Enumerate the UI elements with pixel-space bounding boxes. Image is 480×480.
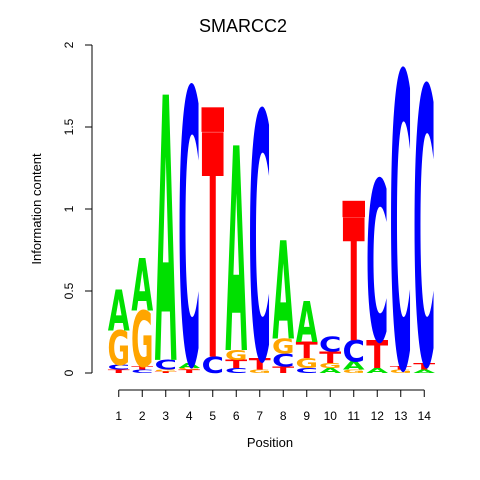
x-tick-label: 9 bbox=[303, 409, 310, 423]
letter-G: G bbox=[154, 369, 177, 372]
letter-A: A bbox=[319, 367, 341, 375]
letter-T: T bbox=[272, 365, 294, 376]
x-tick-label: 2 bbox=[139, 409, 146, 423]
letter-A: A bbox=[178, 362, 200, 370]
letter-A: A bbox=[131, 244, 153, 328]
letter-C: C bbox=[225, 367, 247, 375]
y-tick-label: 1 bbox=[62, 205, 76, 212]
letter-G: G bbox=[272, 335, 294, 359]
letter-T: T bbox=[249, 355, 272, 373]
y-tick-label: 0.5 bbox=[62, 282, 76, 299]
letter-A: A bbox=[366, 367, 388, 375]
letter-G: G bbox=[225, 348, 247, 364]
letter-T: T bbox=[296, 337, 318, 364]
letter-T: T bbox=[366, 333, 388, 377]
letter-C: C bbox=[366, 137, 388, 393]
letter-C: C bbox=[249, 43, 271, 439]
y-axis: 0 0.5 1 1.5 2 bbox=[62, 41, 93, 376]
letter-A: A bbox=[296, 291, 318, 355]
letter-A: A bbox=[108, 280, 130, 344]
letter-T: T bbox=[319, 349, 342, 367]
y-axis-title: Information content bbox=[29, 153, 44, 265]
x-tick-label: 7 bbox=[256, 409, 263, 423]
letter-G: G bbox=[343, 369, 365, 374]
stack-position-12: ATC bbox=[366, 137, 388, 393]
letter-A: A bbox=[343, 360, 365, 373]
letter-T: T bbox=[155, 371, 178, 374]
stack-position-13: GTC bbox=[390, 0, 413, 462]
letter-C: C bbox=[343, 335, 365, 369]
letter-G: G bbox=[107, 322, 130, 377]
letter-T: T bbox=[390, 366, 412, 371]
chart-title: SMARCC2 bbox=[199, 16, 287, 36]
letter-C: C bbox=[413, 11, 435, 454]
stack-position-5: CT bbox=[201, 71, 224, 430]
letter-G: G bbox=[296, 356, 318, 372]
letter-C: C bbox=[131, 369, 153, 374]
x-tick-label: 11 bbox=[348, 409, 361, 423]
letter-T: T bbox=[131, 366, 153, 371]
x-tick-label: 6 bbox=[233, 409, 240, 423]
x-tick-label: 10 bbox=[324, 409, 338, 423]
stack-position-14: ATC bbox=[413, 11, 436, 454]
x-tick-label: 8 bbox=[280, 409, 287, 423]
letter-C: C bbox=[155, 357, 177, 373]
letter-G: G bbox=[178, 368, 201, 371]
letter-A: A bbox=[225, 91, 247, 417]
x-tick-label: 14 bbox=[418, 409, 432, 423]
letter-T: T bbox=[202, 71, 224, 430]
letter-A: A bbox=[413, 369, 435, 374]
letter-T bbox=[342, 200, 365, 218]
letter-G: G bbox=[131, 296, 153, 385]
y-tick-label: 0 bbox=[62, 369, 76, 376]
x-axis: 1 2 3 4 5 6 7 8 9 10 11 12 13 14 bbox=[115, 389, 432, 423]
stack-position-7: GTC bbox=[249, 43, 272, 439]
y-tick-label: 1.5 bbox=[62, 118, 76, 135]
letter-T: T bbox=[343, 183, 365, 380]
letter-T: T bbox=[108, 369, 130, 374]
x-axis-title: Position bbox=[247, 435, 293, 450]
letter-A: A bbox=[155, 21, 177, 445]
letter-G: G bbox=[249, 369, 271, 374]
letter-C: C bbox=[108, 364, 130, 372]
letter-T: T bbox=[413, 361, 435, 372]
x-tick-label: 5 bbox=[209, 409, 216, 423]
x-tick-label: 1 bbox=[115, 409, 122, 423]
letter-T: T bbox=[178, 369, 200, 374]
letter-C: C bbox=[272, 350, 294, 371]
x-tick-label: 12 bbox=[371, 409, 385, 423]
x-tick-label: 3 bbox=[162, 409, 169, 423]
x-tick-label: 4 bbox=[186, 409, 193, 423]
letter-C: C bbox=[296, 367, 318, 375]
letter-T bbox=[201, 107, 224, 132]
letter-G: G bbox=[390, 369, 412, 374]
letter-G: G bbox=[319, 362, 341, 370]
x-tick-label: 13 bbox=[394, 409, 408, 423]
letter-C: C bbox=[202, 353, 224, 379]
letter-C: C bbox=[319, 334, 341, 357]
letter-C: C bbox=[178, 14, 200, 454]
y-tick-label: 2 bbox=[62, 41, 76, 48]
letter-T: T bbox=[225, 358, 248, 371]
letter-A: A bbox=[272, 214, 294, 370]
letter-C: C bbox=[390, 0, 412, 462]
